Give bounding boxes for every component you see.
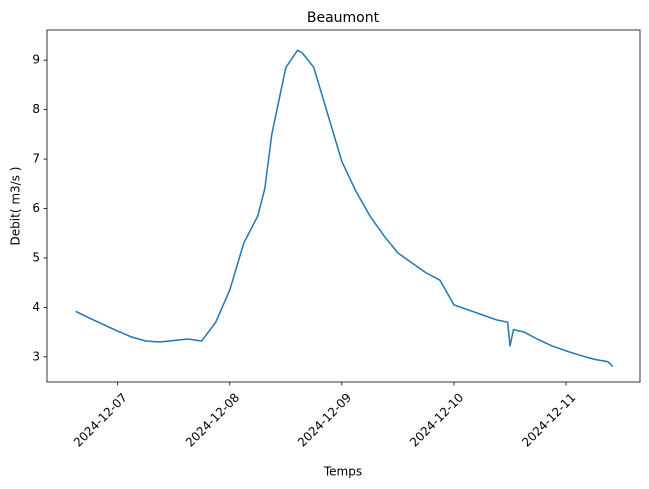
x-tick-label: 2024-12-07 <box>71 390 130 449</box>
y-tick-label: 6 <box>32 201 40 215</box>
plot-frame <box>46 29 641 383</box>
y-tick-label: 3 <box>32 349 40 363</box>
y-tick-label: 4 <box>32 300 40 314</box>
y-axis-label: Debit( m3/s ) <box>9 167 23 246</box>
y-tick-label: 5 <box>32 250 40 264</box>
y-tick-label: 9 <box>32 53 40 67</box>
x-tick-label: 2024-12-09 <box>295 390 354 449</box>
x-axis-label: Temps <box>323 465 362 479</box>
chart-title: Beaumont <box>307 10 380 26</box>
x-tick-label: 2024-12-10 <box>407 390 466 449</box>
y-tick-label: 7 <box>32 152 40 166</box>
y-tick-label: 8 <box>32 102 40 116</box>
data-line <box>75 49 614 368</box>
x-tick-label: 2024-12-08 <box>183 390 242 449</box>
x-tick-label: 2024-12-11 <box>519 390 578 449</box>
